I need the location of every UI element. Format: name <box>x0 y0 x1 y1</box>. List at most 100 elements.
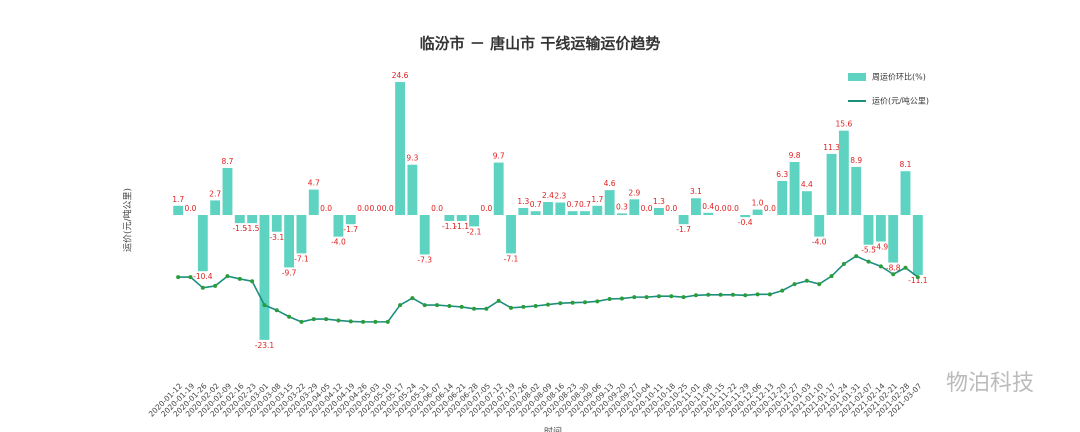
bar-value-label: 0.7 <box>530 200 542 209</box>
bar-value-label: 0.0 <box>727 204 739 213</box>
price-point <box>496 298 501 303</box>
bar-value-label: 0.0 <box>431 204 443 213</box>
chart-title: 临汾市 － 唐山市 干线运输运价趋势 <box>420 35 661 53</box>
price-point <box>410 296 415 301</box>
price-point <box>435 303 440 308</box>
price-point <box>250 279 255 284</box>
bar-value-label: -4.0 <box>812 238 827 247</box>
bar <box>308 189 319 215</box>
bar <box>555 202 566 215</box>
price-point <box>546 302 550 307</box>
price-point <box>484 306 489 311</box>
bar <box>838 130 849 215</box>
bar-value-label: -1.7 <box>676 225 691 234</box>
bar <box>875 215 886 242</box>
bar <box>580 211 590 215</box>
bar-value-label: -2.1 <box>467 227 482 236</box>
bar-value-label: 0.3 <box>616 202 628 211</box>
bar <box>617 213 627 215</box>
bar <box>752 209 763 215</box>
price-point <box>225 274 230 279</box>
price-point <box>829 274 834 279</box>
bar-value-label: 15.6 <box>836 120 853 129</box>
bar <box>678 215 689 225</box>
price-point <box>595 299 600 304</box>
bar-value-label: 0.0 <box>764 204 776 213</box>
price-point <box>447 304 452 308</box>
bar-value-label: 2.4 <box>542 191 554 200</box>
bar-value-label: 0.0 <box>715 204 727 213</box>
price-point <box>607 297 612 301</box>
bar <box>801 191 812 215</box>
price-point <box>533 304 538 308</box>
bar <box>888 215 899 263</box>
bar <box>912 215 923 275</box>
price-point <box>287 314 292 319</box>
price-point <box>348 319 353 324</box>
bar-value-label: 8.1 <box>900 160 912 169</box>
bar <box>419 215 430 255</box>
bar-value-label: 11.3 <box>823 143 840 152</box>
bar <box>222 167 233 215</box>
bar-value-label: 0.0 <box>320 204 332 213</box>
bar <box>234 215 245 224</box>
bar-value-label: 0.0 <box>357 204 369 213</box>
price-point <box>570 300 575 305</box>
x-axis-label: 时间 <box>544 426 562 432</box>
price-point <box>336 318 341 323</box>
bar-value-label: -5.5 <box>861 246 876 255</box>
bar <box>543 202 553 215</box>
price-point <box>755 292 760 297</box>
bar <box>469 215 479 227</box>
bar <box>703 212 714 215</box>
bar-value-label: 3.1 <box>690 187 702 196</box>
bar-value-label: 0.0 <box>382 204 394 213</box>
bar-value-label: 0.7 <box>567 200 579 209</box>
price-point <box>176 275 181 280</box>
price-point <box>213 283 218 288</box>
bar <box>518 207 529 215</box>
bar <box>740 215 751 218</box>
price-point <box>188 275 193 280</box>
price-point <box>767 292 772 297</box>
price-point <box>792 282 797 287</box>
bar <box>444 215 455 221</box>
bar <box>345 215 356 225</box>
bar-value-label: 4.4 <box>801 180 813 189</box>
bar-value-label: -7.3 <box>417 255 432 264</box>
price-point <box>817 282 822 287</box>
bar-value-label: -1.5 <box>232 224 247 233</box>
bar <box>197 215 208 272</box>
bar <box>493 162 504 215</box>
price-point <box>878 264 883 269</box>
price-point <box>422 303 427 308</box>
price-point <box>398 303 403 308</box>
price-point <box>521 304 526 309</box>
bar <box>691 198 701 215</box>
bar <box>789 162 800 215</box>
price-point <box>472 306 477 311</box>
bar-value-label: 0.0 <box>369 204 381 213</box>
price-point <box>324 317 329 322</box>
price-point <box>693 293 698 298</box>
price-point <box>743 293 748 298</box>
bar-value-label: 9.3 <box>406 154 418 163</box>
price-point <box>644 295 649 300</box>
bar <box>604 190 615 215</box>
bar-value-label: -10.4 <box>193 272 213 281</box>
bar-value-label: -3.1 <box>269 233 284 242</box>
price-point <box>866 259 871 264</box>
bar <box>814 215 825 237</box>
bar <box>456 215 467 221</box>
bar <box>851 166 862 215</box>
bar <box>826 153 837 215</box>
price-point <box>718 292 723 297</box>
price-point <box>632 295 637 300</box>
bar <box>210 200 221 215</box>
price-point <box>558 301 563 306</box>
bar-value-label: 8.7 <box>222 157 234 166</box>
price-point <box>854 254 859 259</box>
price-point <box>669 294 674 299</box>
bar <box>567 211 578 215</box>
